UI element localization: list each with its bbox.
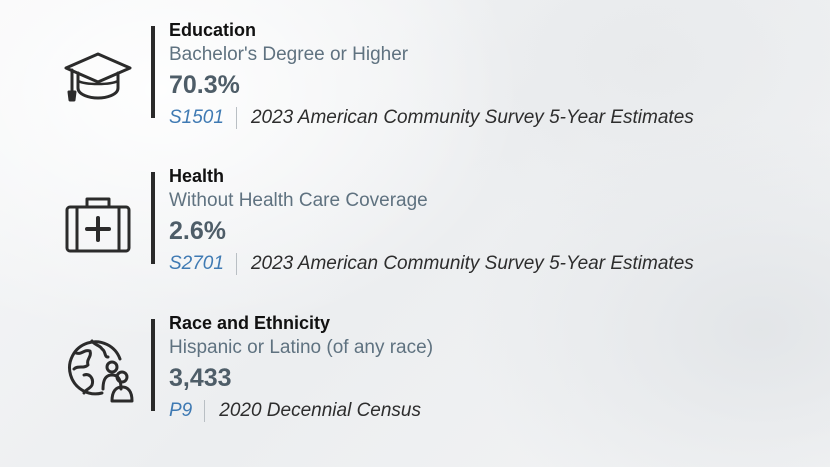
source-separator — [204, 400, 206, 422]
medical-kit-icon — [60, 186, 136, 262]
card-text: Education Bachelor's Degree or Higher 70… — [169, 18, 694, 132]
table-id-link[interactable]: S2701 — [169, 253, 224, 274]
card-divider — [151, 319, 155, 411]
card-subtitle: Bachelor's Degree or Higher — [169, 44, 409, 65]
graduation-cap-icon — [60, 38, 136, 114]
survey-name: 2023 American Community Survey 5-Year Es… — [250, 107, 694, 128]
card-value: 70.3% — [169, 71, 240, 99]
card-text: Race and Ethnicity Hispanic or Latino (o… — [169, 311, 433, 425]
survey-name: 2020 Decennial Census — [219, 400, 421, 421]
card-title: Health — [169, 166, 225, 186]
card-value: 3,433 — [169, 364, 232, 392]
card-divider — [151, 172, 155, 264]
card-source: S2701 2023 American Community Survey 5-Y… — [169, 250, 694, 278]
table-id-link[interactable]: S1501 — [169, 107, 224, 128]
race-ethnicity-card: Race and Ethnicity Hispanic or Latino (o… — [0, 311, 830, 431]
card-source: P9 2020 Decennial Census — [169, 397, 433, 425]
card-title: Race and Ethnicity — [169, 313, 331, 333]
card-value: 2.6% — [169, 217, 226, 245]
table-id-link[interactable]: P9 — [169, 400, 193, 421]
source-separator — [235, 107, 237, 129]
card-text: Health Without Health Care Coverage 2.6%… — [169, 164, 694, 278]
source-separator — [235, 253, 237, 275]
card-subtitle: Without Health Care Coverage — [169, 190, 428, 211]
card-subtitle: Hispanic or Latino (of any race) — [169, 337, 434, 358]
card-divider — [151, 26, 155, 118]
survey-name: 2023 American Community Survey 5-Year Es… — [250, 253, 694, 274]
card-title: Education — [169, 20, 257, 40]
health-card: Health Without Health Care Coverage 2.6%… — [0, 164, 830, 284]
globe-people-icon — [60, 329, 136, 405]
card-source: S1501 2023 American Community Survey 5-Y… — [169, 104, 694, 132]
education-card: Education Bachelor's Degree or Higher 70… — [0, 18, 830, 138]
